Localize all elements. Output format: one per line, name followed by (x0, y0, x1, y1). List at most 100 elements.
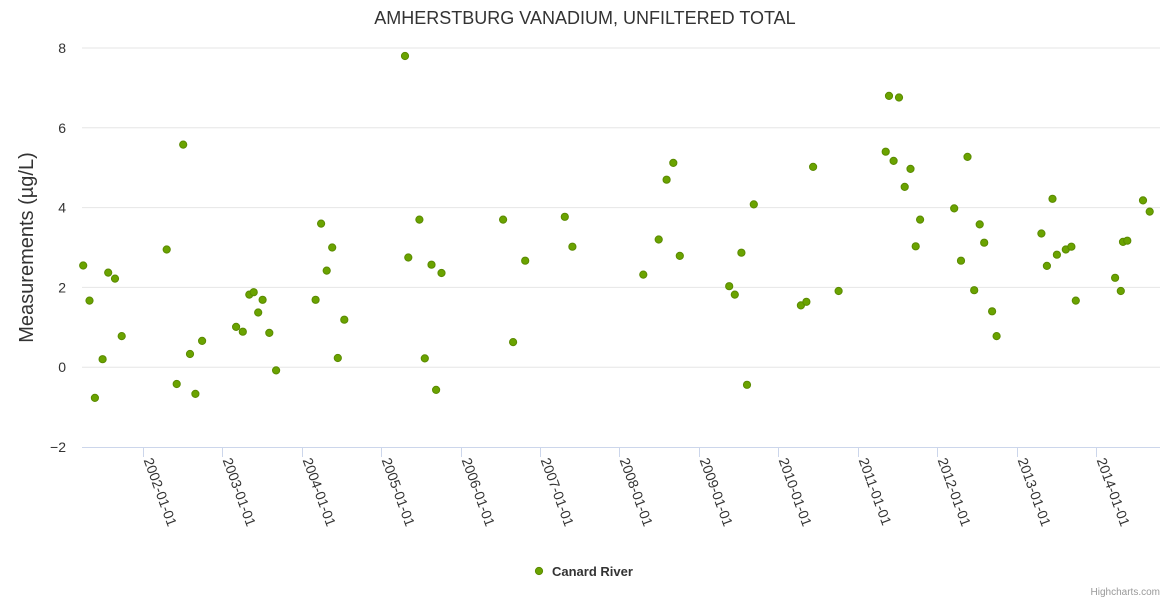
x-tick-label: 2010-01-01 (776, 456, 816, 529)
data-point[interactable] (258, 295, 267, 304)
x-tick-label: 2012-01-01 (935, 456, 975, 529)
data-point[interactable] (662, 175, 671, 184)
data-point[interactable] (311, 295, 320, 304)
data-point[interactable] (508, 338, 518, 347)
series-canard-river[interactable] (79, 51, 1154, 402)
data-point[interactable] (317, 219, 326, 228)
data-point[interactable] (90, 393, 100, 402)
data-point[interactable] (232, 322, 241, 331)
data-point[interactable] (191, 389, 200, 398)
data-point[interactable] (950, 204, 959, 213)
data-point[interactable] (1052, 250, 1062, 259)
y-tick-label: −2 (50, 439, 66, 455)
legend-label-canard-river[interactable]: Canard River (552, 564, 633, 579)
data-point[interactable] (1123, 236, 1132, 245)
data-point[interactable] (98, 355, 107, 364)
data-point[interactable] (1111, 273, 1120, 282)
data-point[interactable] (400, 51, 410, 61)
data-point[interactable] (911, 242, 920, 251)
legend[interactable]: Canard River (534, 564, 633, 579)
data-point[interactable] (238, 327, 247, 336)
data-point[interactable] (970, 286, 979, 295)
data-point[interactable] (322, 266, 331, 275)
legend-marker-canard-river[interactable] (534, 566, 544, 576)
data-point[interactable] (992, 332, 1001, 341)
data-point[interactable] (737, 248, 746, 257)
data-point[interactable] (675, 251, 684, 260)
data-point[interactable] (110, 274, 120, 283)
data-point[interactable] (889, 156, 898, 165)
data-point[interactable] (340, 315, 349, 324)
data-point[interactable] (1138, 196, 1148, 205)
x-tick-label: 2013-01-01 (1015, 456, 1055, 529)
data-point[interactable] (749, 200, 758, 209)
data-point[interactable] (172, 379, 181, 389)
data-point[interactable] (254, 308, 263, 317)
data-point[interactable] (1048, 194, 1057, 203)
data-point[interactable] (742, 380, 752, 389)
data-point[interactable] (654, 235, 663, 244)
data-point[interactable] (185, 349, 195, 359)
x-tick-label: 2011-01-01 (856, 456, 895, 528)
data-point[interactable] (809, 162, 818, 171)
data-point[interactable] (725, 282, 734, 291)
data-point[interactable] (975, 220, 984, 229)
data-point[interactable] (1042, 261, 1052, 270)
data-point[interactable] (179, 140, 188, 149)
data-point[interactable] (916, 215, 925, 224)
data-point[interactable] (906, 164, 915, 173)
data-point[interactable] (328, 243, 337, 252)
data-point[interactable] (639, 270, 648, 279)
data-point[interactable] (900, 182, 909, 191)
data-point[interactable] (1037, 229, 1046, 238)
data-point[interactable] (521, 256, 530, 265)
data-point[interactable] (894, 93, 904, 102)
x-tick-label: 2009-01-01 (697, 456, 737, 529)
data-point[interactable] (432, 385, 441, 394)
data-point[interactable] (104, 268, 113, 277)
data-point[interactable] (272, 366, 281, 375)
data-point[interactable] (1071, 296, 1080, 305)
data-point[interactable] (198, 336, 207, 345)
y-axis-label: Measurements (µg/L) (16, 152, 38, 342)
y-axis-ticks: −2 0 2 4 6 8 (50, 40, 66, 455)
data-point[interactable] (884, 91, 894, 101)
data-point[interactable] (79, 261, 88, 270)
data-point[interactable] (249, 288, 258, 297)
data-point[interactable] (404, 253, 413, 262)
data-point[interactable] (980, 238, 989, 247)
data-point[interactable] (834, 286, 843, 296)
data-point[interactable] (333, 353, 342, 363)
data-point[interactable] (1067, 242, 1076, 251)
data-point[interactable] (420, 354, 429, 363)
x-tick-label: 2005-01-01 (379, 456, 419, 529)
x-axis-ticks: 2002-01-01 2003-01-01 2004-01-01 2005-01-01… (141, 447, 1133, 529)
data-point[interactable] (85, 296, 94, 305)
x-tick-label: 2007-01-01 (538, 456, 578, 529)
y-tick-label: 4 (58, 200, 66, 216)
chart-title: AMHERSTBURG VANADIUM, UNFILTERED TOTAL (374, 8, 795, 28)
data-point[interactable] (988, 307, 997, 316)
data-point[interactable] (956, 256, 966, 265)
data-point[interactable] (568, 242, 577, 251)
data-point[interactable] (415, 215, 424, 224)
x-tick-label: 2006-01-01 (459, 456, 499, 529)
data-point[interactable] (437, 268, 446, 278)
data-point[interactable] (265, 328, 274, 337)
data-point[interactable] (499, 215, 508, 224)
data-point[interactable] (881, 147, 890, 156)
y-tick-label: 6 (58, 120, 66, 136)
data-point[interactable] (162, 245, 171, 254)
data-point[interactable] (802, 297, 811, 306)
data-point[interactable] (730, 290, 739, 299)
data-point[interactable] (560, 212, 569, 221)
credits-link[interactable]: Highcharts.com (1091, 587, 1160, 598)
data-point[interactable] (1116, 286, 1125, 296)
data-point[interactable] (427, 260, 436, 269)
y-tick-label: 8 (58, 40, 66, 56)
data-point[interactable] (669, 158, 678, 167)
data-point[interactable] (1145, 207, 1154, 216)
data-point[interactable] (963, 152, 972, 161)
data-point[interactable] (117, 332, 126, 341)
